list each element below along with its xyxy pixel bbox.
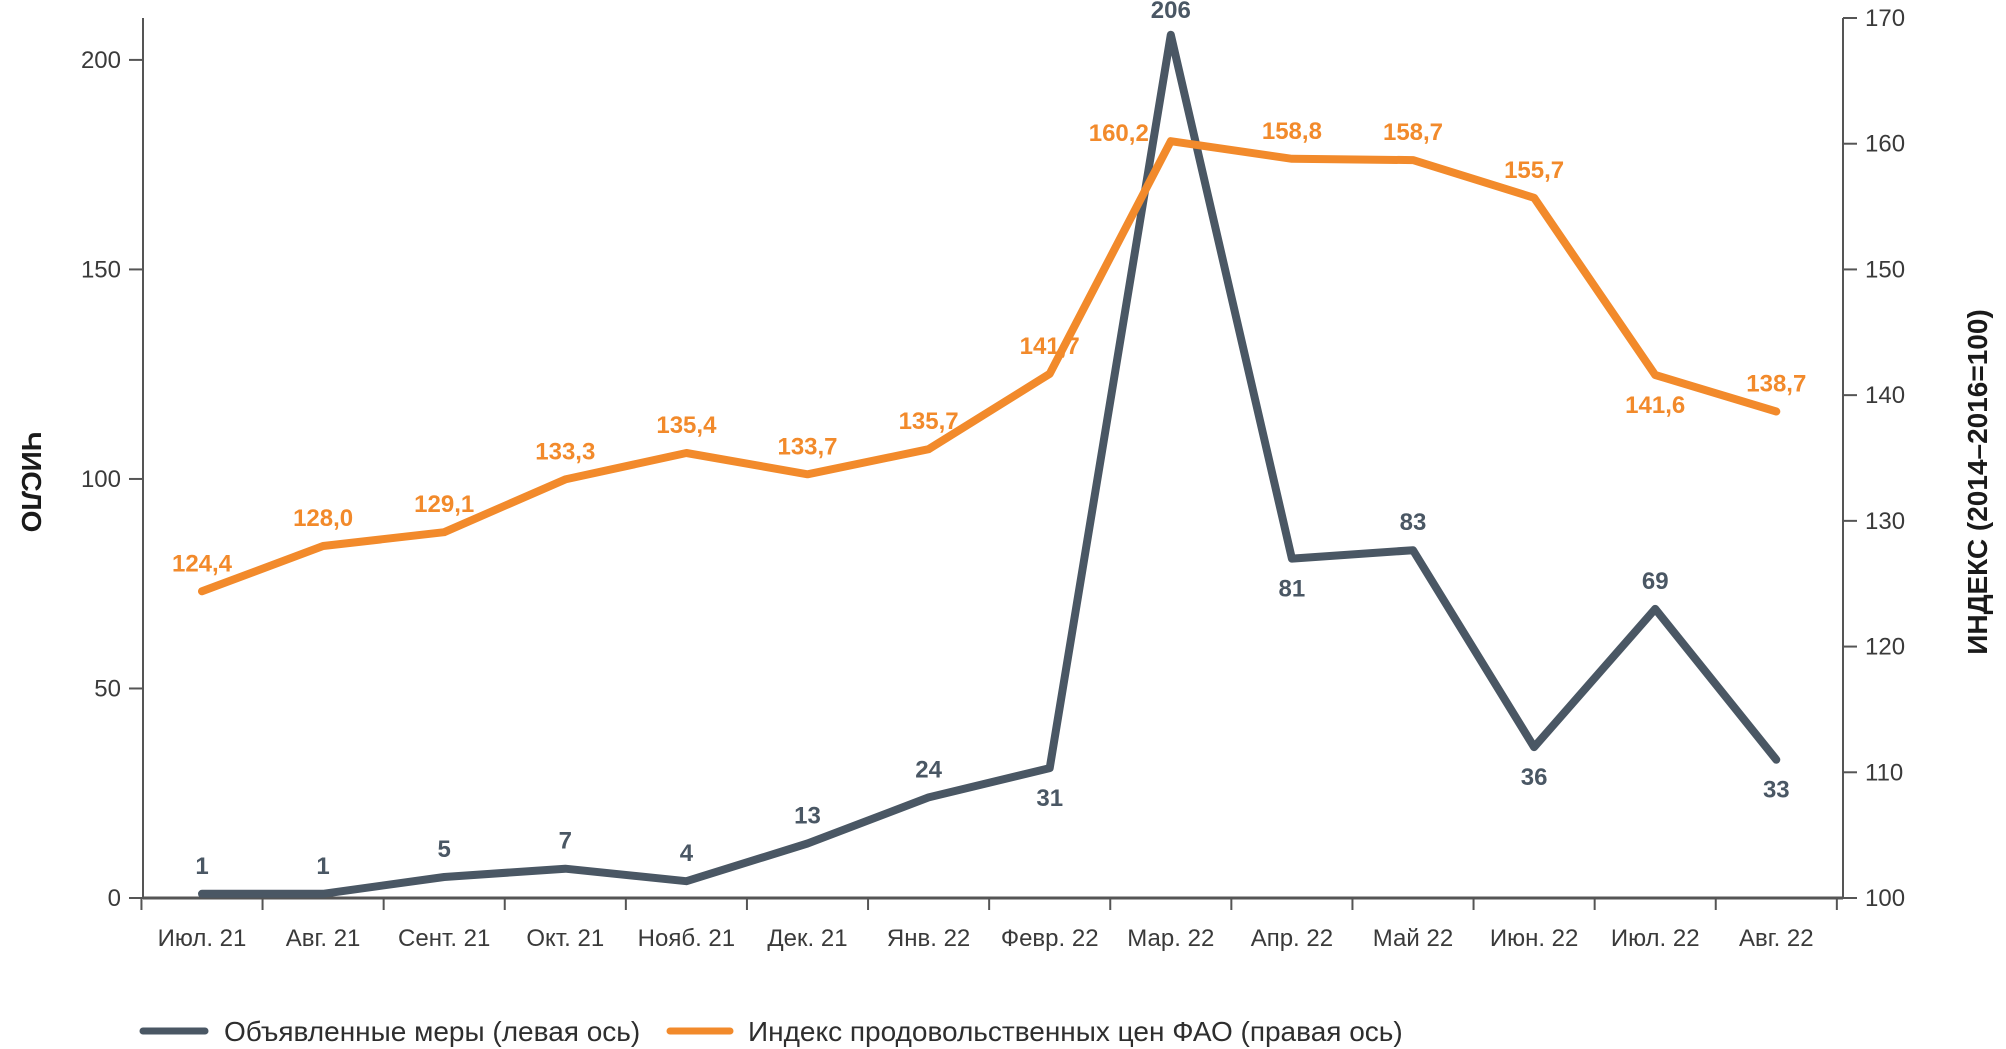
x-tick-label: Нояб. 21 — [638, 925, 735, 952]
data-label-measures: 83 — [1400, 509, 1427, 536]
left-tick-label: 150 — [81, 256, 121, 283]
x-tick-label: Июл. 22 — [1611, 925, 1700, 952]
series-layer — [198, 30, 1781, 898]
right-tick-label: 150 — [1865, 256, 1905, 283]
x-tick-label: Февр. 22 — [1001, 925, 1099, 952]
x-tick-label: Окт. 21 — [526, 925, 604, 952]
data-label-ffpi: 158,8 — [1262, 118, 1322, 145]
data-label-measures: 1 — [316, 853, 329, 880]
right-tick-label: 140 — [1865, 382, 1905, 409]
right-tick-label: 160 — [1865, 131, 1905, 158]
x-tick-label: Сент. 21 — [398, 925, 490, 952]
data-label-measures: 5 — [438, 836, 451, 863]
legend: Объявленные меры (левая ось) Индекс прод… — [139, 1016, 1403, 1047]
data-label-ffpi: 133,7 — [777, 433, 837, 460]
x-tick-label: Авг. 22 — [1739, 925, 1814, 952]
right-axis-ticks: 100 110 120 130 140 150 160 170 — [1843, 5, 1905, 912]
data-label-measures: 7 — [559, 828, 572, 855]
data-label-measures: 69 — [1642, 568, 1669, 595]
x-tick-label: Апр. 22 — [1251, 925, 1333, 952]
data-label-ffpi: 128,0 — [293, 505, 353, 532]
series-line-ffpi — [198, 137, 1781, 596]
data-labels: 1 1 5 7 4 13 24 31 206 81 83 36 69 33 124,4 128,0 129,1 1… — [172, 0, 1806, 880]
data-label-measures: 206 — [1151, 0, 1191, 24]
data-label-ffpi: 129,1 — [414, 491, 474, 518]
data-label-ffpi: 155,7 — [1504, 157, 1564, 184]
data-label-measures: 36 — [1521, 764, 1548, 791]
left-axis-title: ЧИСЛО — [16, 432, 47, 533]
right-tick-label: 120 — [1865, 634, 1905, 661]
right-axis-title: ИНДЕКС (2014–2016=100) — [1962, 309, 1993, 655]
data-label-ffpi: 124,4 — [172, 550, 233, 577]
x-tick-label: Дек. 21 — [767, 925, 847, 952]
legend-label-ffpi: Индекс продовольственных цен ФАО (правая… — [748, 1016, 1403, 1047]
data-label-measures: 31 — [1036, 785, 1063, 812]
left-tick-label: 50 — [94, 675, 121, 702]
data-label-ffpi: 160,2 — [1089, 120, 1149, 147]
data-label-measures: 81 — [1279, 576, 1306, 603]
series-line-measures — [198, 30, 1781, 898]
left-tick-label: 0 — [108, 885, 121, 912]
x-tick-label: Мар. 22 — [1127, 925, 1214, 952]
data-label-ffpi: 135,7 — [899, 408, 959, 435]
right-tick-label: 100 — [1865, 885, 1905, 912]
data-label-measures: 4 — [680, 840, 694, 867]
data-label-ffpi: 158,7 — [1383, 119, 1443, 146]
right-tick-label: 130 — [1865, 508, 1905, 535]
left-tick-label: 100 — [81, 466, 121, 493]
data-label-ffpi: 141,6 — [1625, 392, 1685, 419]
data-label-measures: 1 — [195, 853, 208, 880]
x-tick-label: Май 22 — [1373, 925, 1453, 952]
x-tick-label: Авг. 21 — [286, 925, 361, 952]
data-label-ffpi: 138,7 — [1746, 370, 1806, 397]
x-tick-label: Июл. 21 — [158, 925, 247, 952]
data-label-measures: 13 — [794, 803, 821, 830]
right-tick-label: 110 — [1865, 759, 1903, 786]
right-tick-label: 170 — [1865, 5, 1905, 32]
left-tick-label: 200 — [81, 47, 121, 74]
data-label-measures: 33 — [1763, 777, 1790, 804]
data-label-ffpi: 133,3 — [535, 438, 595, 465]
data-label-ffpi: 141,7 — [1020, 333, 1080, 360]
left-axis-ticks: 0 50 100 150 200 — [81, 47, 143, 912]
data-label-ffpi: 135,4 — [656, 412, 717, 439]
x-tick-label: Янв. 22 — [887, 925, 970, 952]
data-label-measures: 24 — [915, 756, 942, 783]
x-axis-ticks: Июл. 21 Авг. 21 Сент. 21 Окт. 21 Нояб. 21 Дек… — [140, 898, 1838, 952]
legend-label-measures: Объявленные меры (левая ось) — [224, 1016, 640, 1047]
x-tick-label: Июн. 22 — [1490, 925, 1579, 952]
